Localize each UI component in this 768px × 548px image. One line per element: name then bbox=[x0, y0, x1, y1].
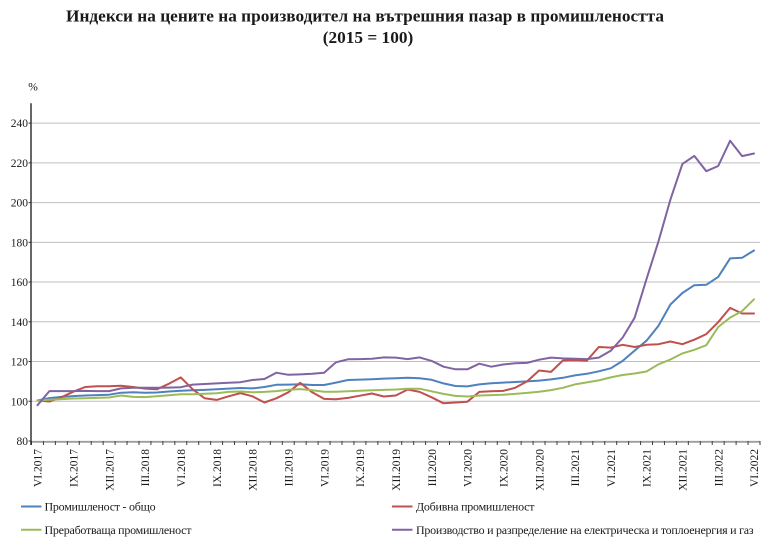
svg-text:Добивна промишленост: Добивна промишленост bbox=[416, 500, 535, 514]
svg-text:80: 80 bbox=[17, 436, 29, 448]
svg-text:IX.2017: IX.2017 bbox=[69, 449, 81, 487]
svg-text:220: 220 bbox=[11, 158, 29, 170]
svg-text:IX.2018: IX.2018 bbox=[212, 449, 224, 487]
svg-text:XII.2017: XII.2017 bbox=[104, 449, 116, 491]
svg-text:XII.2019: XII.2019 bbox=[391, 449, 403, 491]
svg-text:VI.2021: VI.2021 bbox=[606, 449, 618, 487]
svg-text:Индекси на цените на производи: Индекси на цените на производител на вът… bbox=[66, 7, 664, 26]
svg-text:VI.2019: VI.2019 bbox=[319, 449, 331, 487]
svg-text:XII.2021: XII.2021 bbox=[678, 449, 690, 491]
svg-text:Промишленост - общо: Промишленост - общо bbox=[45, 500, 156, 514]
svg-text:III.2021: III.2021 bbox=[570, 449, 582, 487]
svg-text:XII.2018: XII.2018 bbox=[248, 449, 260, 491]
svg-text:III.2020: III.2020 bbox=[427, 449, 439, 487]
svg-text:240: 240 bbox=[11, 118, 29, 130]
svg-text:VI.2017: VI.2017 bbox=[33, 449, 45, 487]
svg-text:Производство и разпределение н: Производство и разпределение на електрич… bbox=[416, 523, 754, 537]
svg-text:120: 120 bbox=[11, 357, 29, 369]
svg-text:VI.2018: VI.2018 bbox=[176, 449, 188, 487]
svg-text:IX.2020: IX.2020 bbox=[498, 449, 510, 487]
svg-text:(2015 = 100): (2015 = 100) bbox=[323, 28, 413, 47]
svg-text:VI.2020: VI.2020 bbox=[463, 449, 475, 487]
svg-text:III.2019: III.2019 bbox=[284, 449, 296, 487]
svg-text:III.2022: III.2022 bbox=[713, 449, 725, 487]
svg-text:IX.2021: IX.2021 bbox=[642, 449, 654, 487]
svg-text:180: 180 bbox=[11, 237, 29, 249]
svg-text:III.2018: III.2018 bbox=[140, 449, 152, 487]
svg-text:Преработваща промишленост: Преработваща промишленост bbox=[45, 523, 193, 537]
svg-text:200: 200 bbox=[11, 198, 29, 210]
svg-text:VI.2022: VI.2022 bbox=[749, 449, 761, 487]
svg-text:160: 160 bbox=[11, 277, 29, 289]
svg-text:IX.2019: IX.2019 bbox=[355, 449, 367, 487]
svg-text:XII.2020: XII.2020 bbox=[534, 449, 546, 491]
svg-text:140: 140 bbox=[11, 317, 29, 329]
svg-text:%: % bbox=[28, 82, 38, 94]
svg-text:100: 100 bbox=[11, 396, 29, 408]
